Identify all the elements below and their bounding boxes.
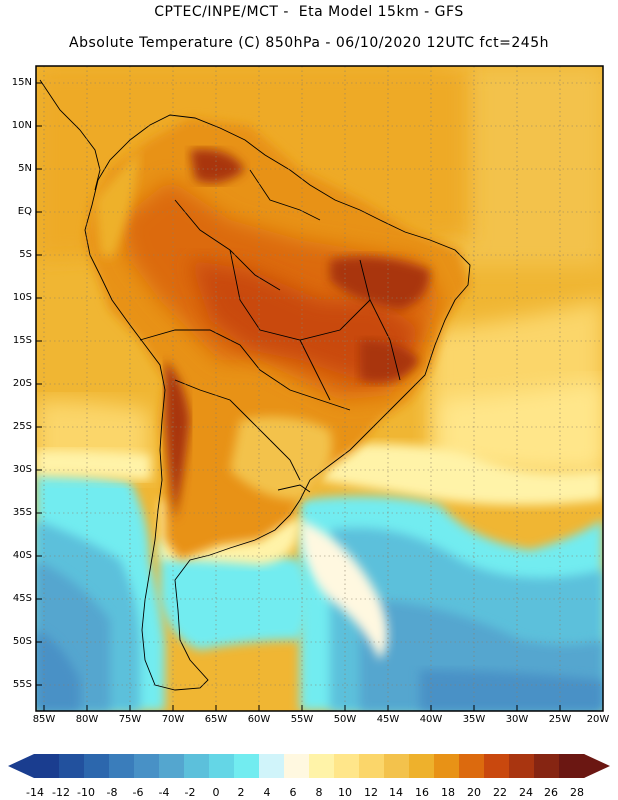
lon-label: 20W [586, 714, 610, 725]
colorbar-segment [184, 754, 210, 778]
colorbar-segment [159, 754, 185, 778]
lat-label: 55S [12, 679, 32, 690]
map-title-line1: CPTEC/INPE/MCT - Eta Model 15km - GFS [154, 4, 464, 20]
colorbar-label: 2 [237, 786, 245, 799]
colorbar-left-arrow [8, 754, 34, 778]
map-title-line2: Absolute Temperature (C) 850hPa - 06/10/… [69, 35, 549, 51]
colorbar-segment [234, 754, 260, 778]
colorbar-label: 10 [338, 786, 352, 799]
colorbar-label: 8 [315, 786, 323, 799]
colorbar-label: 4 [263, 786, 271, 799]
lon-label: 65W [204, 714, 228, 725]
lat-label: EQ [17, 206, 32, 217]
lat-label: 5S [19, 249, 32, 260]
colorbar-segment [259, 754, 285, 778]
colorbar-label: 12 [364, 786, 378, 799]
lon-label: 60W [247, 714, 271, 725]
colorbar-label: 6 [289, 786, 297, 799]
lat-label: 10N [11, 120, 32, 131]
colorbar-segment [84, 754, 110, 778]
temperature-field [36, 66, 603, 711]
colorbar-segment [384, 754, 410, 778]
colorbar-segment [534, 754, 560, 778]
colorbar-label: 24 [519, 786, 533, 799]
colorbar-label: 14 [389, 786, 403, 799]
colorbar-label: 22 [493, 786, 507, 799]
colorbar-label: -8 [106, 786, 118, 799]
lon-label: 50W [333, 714, 357, 725]
lon-label: 80W [75, 714, 99, 725]
lat-label: 10S [12, 292, 32, 303]
colorbar-segment [434, 754, 460, 778]
lat-label: 40S [12, 550, 32, 561]
axis-ticks [36, 82, 604, 711]
lat-label: 20S [12, 378, 32, 389]
colorbar-segment [109, 754, 135, 778]
colorbar-segment [459, 754, 485, 778]
colorbar-segment [34, 754, 60, 778]
lat-label: 5N [18, 163, 32, 174]
lat-label: 35S [12, 507, 32, 518]
lon-label: 35W [462, 714, 486, 725]
colorbar-segment [59, 754, 85, 778]
colorbar-label: -10 [77, 786, 95, 799]
lat-lon-grid [36, 66, 603, 711]
lat-label: 30S [12, 464, 32, 475]
colorbar-segment [209, 754, 235, 778]
colorbar-segment [134, 754, 160, 778]
colorbar-label: -4 [158, 786, 170, 799]
lon-label: 30W [505, 714, 529, 725]
colorbar-segment [559, 754, 585, 778]
colorbar-segment [284, 754, 310, 778]
colorbar-label: 28 [570, 786, 584, 799]
colorbar-label: -6 [132, 786, 144, 799]
colorbar-label: -2 [184, 786, 196, 799]
colorbar-label: -14 [26, 786, 44, 799]
lon-label: 55W [290, 714, 314, 725]
coastlines-and-borders [39, 79, 471, 691]
colorbar-label: 16 [415, 786, 429, 799]
lon-label: 70W [161, 714, 185, 725]
colorbar-label: 26 [544, 786, 558, 799]
colorbar-segment [359, 754, 385, 778]
lon-label: 40W [419, 714, 443, 725]
colorbar-label: 18 [441, 786, 455, 799]
colorbar-label: -12 [52, 786, 70, 799]
map-frame [35, 65, 604, 712]
colorbar-label: 20 [467, 786, 481, 799]
lon-label: 75W [118, 714, 142, 725]
lon-label: 85W [32, 714, 56, 725]
colorbar-segment [484, 754, 510, 778]
colorbar-segment [309, 754, 335, 778]
lat-label: 15N [11, 77, 32, 88]
colorbar-right-arrow [584, 754, 610, 778]
colorbar-segment [409, 754, 435, 778]
lat-label: 15S [12, 335, 32, 346]
colorbar-segment [334, 754, 360, 778]
lon-label: 45W [376, 714, 400, 725]
colorbar-label: 0 [212, 786, 220, 799]
colorbar-segment [509, 754, 535, 778]
lat-label: 45S [12, 593, 32, 604]
lon-label: 25W [548, 714, 572, 725]
lat-label: 50S [12, 636, 32, 647]
colorbar [8, 754, 610, 778]
lat-label: 25S [12, 421, 32, 432]
